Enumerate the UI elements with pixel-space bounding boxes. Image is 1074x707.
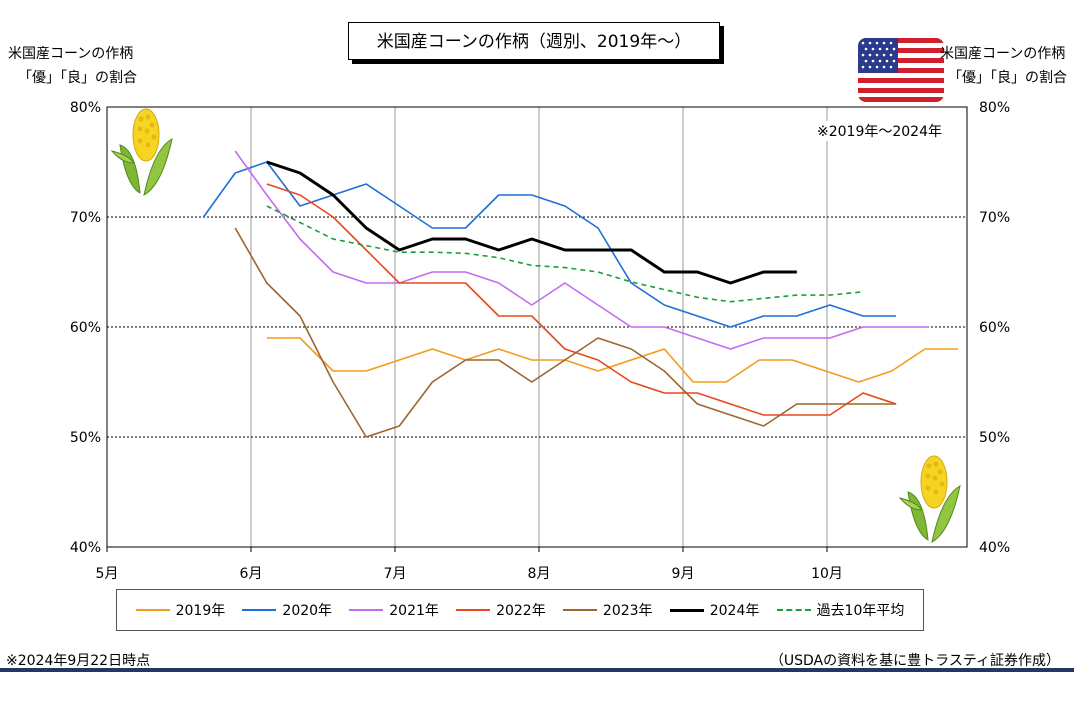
y-tick-label-right: 50% bbox=[979, 430, 1010, 446]
legend-swatch bbox=[135, 609, 170, 611]
y-tick-label-right: 80% bbox=[979, 100, 1010, 116]
y-tick-label-left: 40% bbox=[70, 540, 101, 556]
y-tick-label-left: 50% bbox=[70, 430, 101, 446]
legend-item-6: 過去10年平均 bbox=[776, 600, 905, 620]
y-tick-label-right: 70% bbox=[979, 210, 1010, 226]
legend-label: 過去10年平均 bbox=[816, 603, 905, 619]
series-line-0 bbox=[266, 337, 958, 383]
corn-icon bbox=[110, 105, 176, 204]
right-axis-caption: 米国産コーンの作柄 「優」「良」の割合 bbox=[940, 42, 1067, 90]
y-tick-label-right: 60% bbox=[979, 320, 1010, 336]
y-tick-label-left: 80% bbox=[70, 100, 101, 116]
legend-swatch bbox=[349, 609, 384, 611]
left-axis-caption: 米国産コーンの作柄 「優」「良」の割合 bbox=[8, 42, 137, 90]
legend-swatch bbox=[669, 608, 704, 612]
legend-label: 2023年 bbox=[602, 603, 653, 619]
legend-item-0: 2019年 bbox=[135, 600, 226, 620]
x-tick-label: 6月 bbox=[240, 566, 263, 582]
chart-axes: 5月 6月 7月 8月 9月 10月 40% 40% 50% 50% 60% 60% 70% 70% 80%… bbox=[70, 100, 1010, 582]
legend-swatch bbox=[456, 609, 491, 611]
bottom-rule bbox=[0, 668, 1074, 672]
right-axis-caption-line-1: 米国産コーンの作柄 bbox=[940, 46, 1066, 62]
legend-label: 2022年 bbox=[496, 603, 546, 619]
legend-swatch bbox=[776, 609, 811, 611]
footnote-source: （USDAの資料を基に豊トラスティ証券作成） bbox=[769, 653, 1060, 669]
legend-label: 2024年 bbox=[709, 603, 760, 619]
legend-item-5: 2024年 bbox=[669, 600, 760, 620]
legend-label: 2020年 bbox=[282, 603, 333, 619]
plot-area-border bbox=[106, 106, 968, 548]
chart-title: 米国産コーンの作柄（週別、2019年～） bbox=[348, 22, 720, 60]
series-line-2 bbox=[234, 150, 930, 350]
legend-label: 2021年 bbox=[389, 603, 439, 619]
footnote-date: ※2024年9月22日時点 bbox=[6, 653, 151, 669]
series-line-3 bbox=[266, 183, 897, 416]
series-line-5 bbox=[266, 160, 797, 285]
note-range: ※2019年～2024年 bbox=[815, 121, 944, 141]
x-tick-label: 10月 bbox=[811, 566, 843, 582]
x-tick-label: 9月 bbox=[672, 566, 695, 582]
series-line-4 bbox=[234, 227, 897, 438]
chart-grid bbox=[107, 107, 967, 547]
series-line-1 bbox=[202, 161, 897, 328]
legend-label: 2019年 bbox=[175, 603, 226, 619]
legend-item-2: 2021年 bbox=[349, 600, 439, 620]
right-axis-caption-line-2: 「優」「良」の割合 bbox=[948, 70, 1067, 86]
x-tick-label: 5月 bbox=[96, 566, 119, 582]
y-tick-label-right: 40% bbox=[979, 540, 1010, 556]
x-tick-label: 7月 bbox=[384, 566, 407, 582]
x-tick-label: 8月 bbox=[528, 566, 551, 582]
us-flag-icon bbox=[858, 38, 944, 102]
series-line-6 bbox=[266, 205, 864, 303]
left-axis-caption-line-2: 「優」「良」の割合 bbox=[18, 70, 137, 86]
left-axis-caption-line-1: 米国産コーンの作柄 bbox=[8, 46, 134, 62]
legend-swatch bbox=[562, 609, 597, 611]
legend-item-3: 2022年 bbox=[456, 600, 546, 620]
chart-series bbox=[202, 150, 958, 438]
legend-item-4: 2023年 bbox=[562, 600, 653, 620]
y-tick-label-left: 60% bbox=[70, 320, 101, 336]
corn-icon bbox=[898, 452, 964, 551]
legend-swatch bbox=[242, 609, 277, 611]
y-tick-label-left: 70% bbox=[70, 210, 101, 226]
legend-item-1: 2020年 bbox=[242, 600, 332, 620]
chart-legend: 2019年 2020年 2021年 2022年 2023年 2024年 過去10年平均 bbox=[116, 589, 924, 631]
